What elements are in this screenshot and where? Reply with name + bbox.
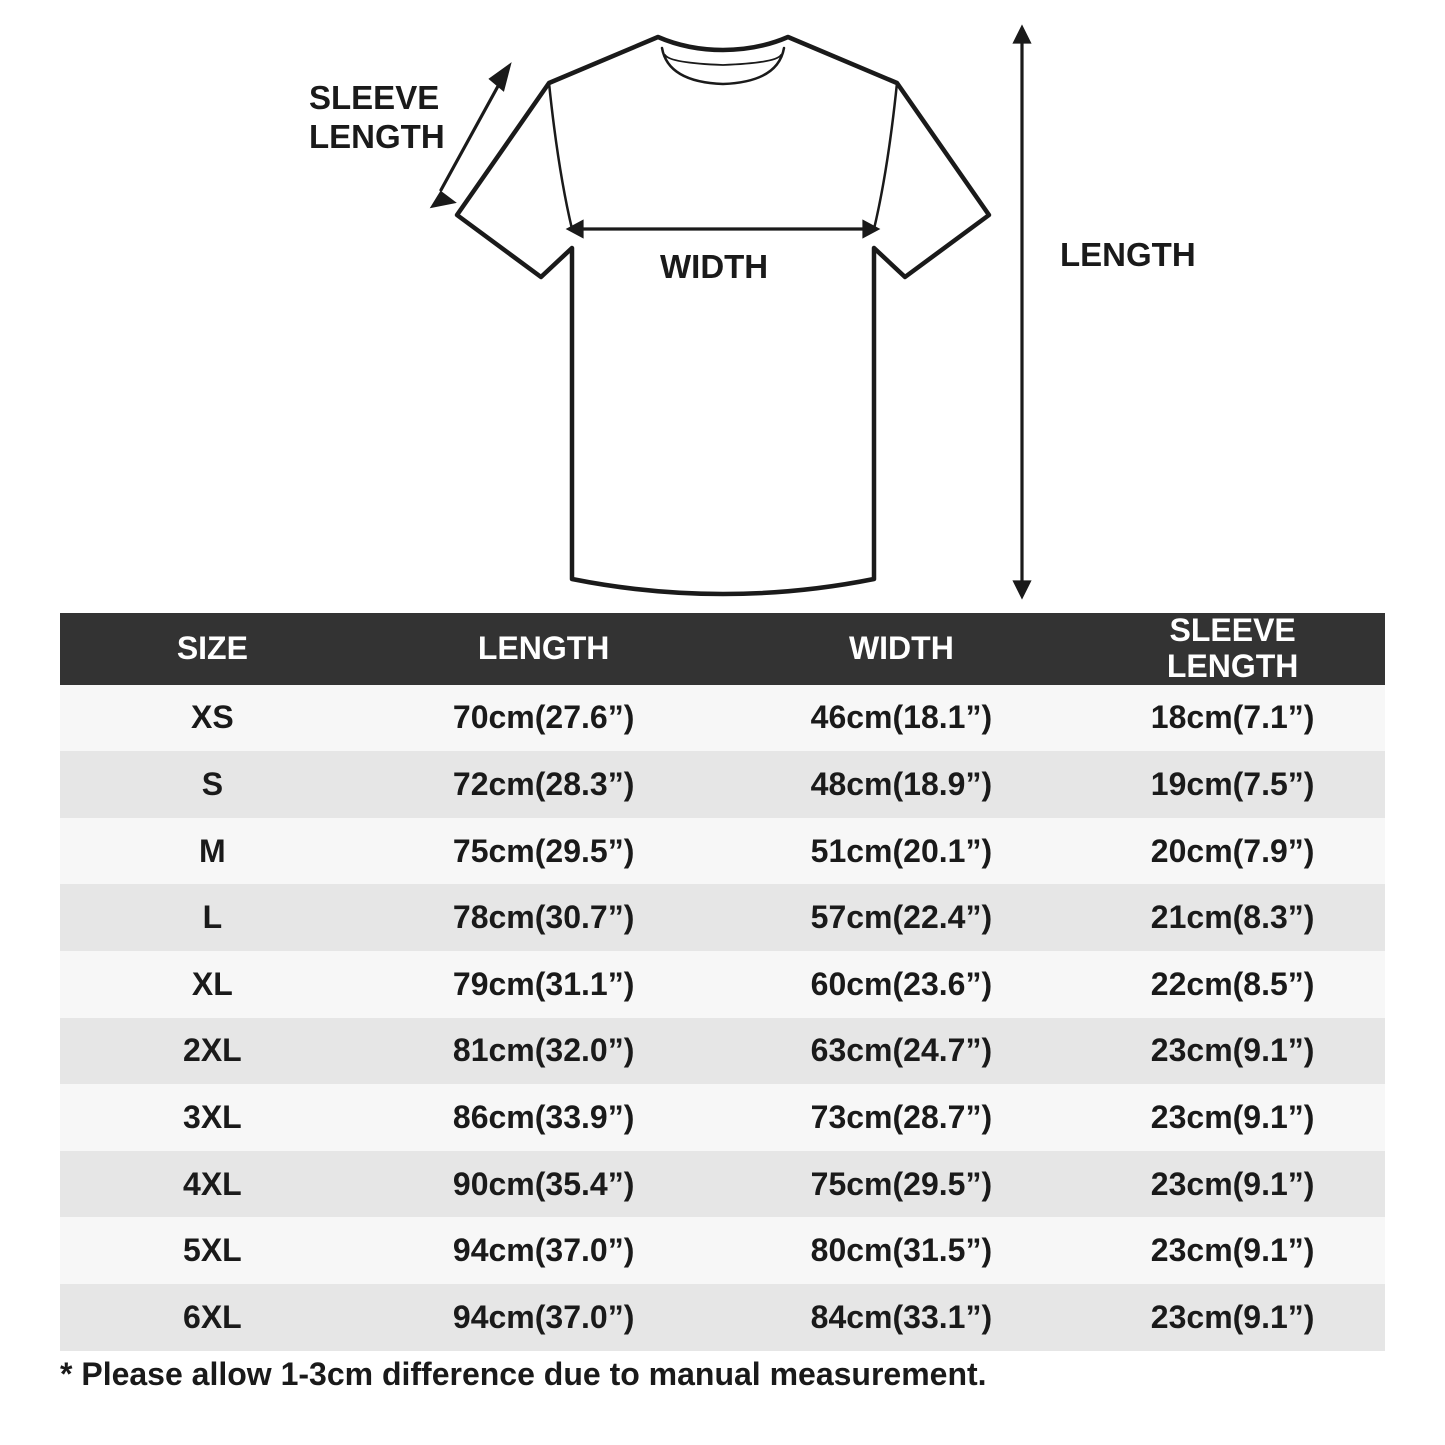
svg-text:LENGTH: LENGTH [1060, 236, 1196, 273]
svg-text:LENGTH: LENGTH [309, 118, 445, 155]
svg-text:WIDTH: WIDTH [660, 248, 768, 285]
svg-text:SLEEVE: SLEEVE [309, 79, 439, 116]
